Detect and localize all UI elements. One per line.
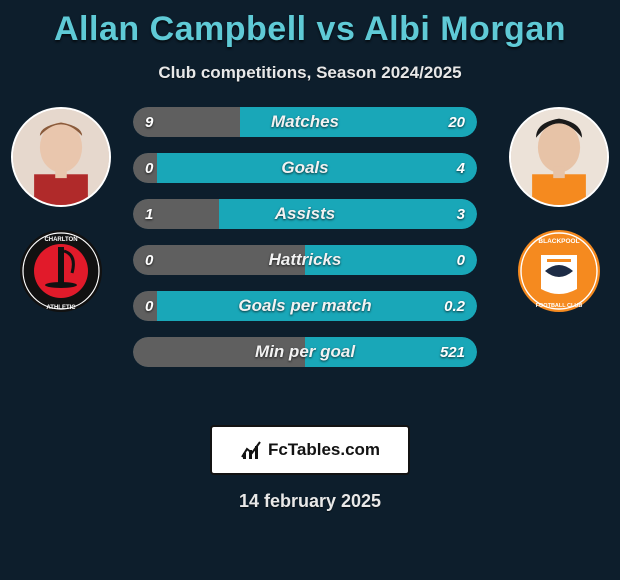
player1-club-badge: CHARLTON ATHLETIC: [19, 229, 103, 313]
date-text: 14 february 2025: [0, 491, 620, 512]
left-column: CHARLTON ATHLETIC: [6, 107, 116, 313]
player2-avatar: [509, 107, 609, 207]
stat-label: Goals per match: [133, 291, 477, 321]
stat-row: 13Assists: [133, 199, 477, 229]
player1-avatar: [11, 107, 111, 207]
stat-label: Assists: [133, 199, 477, 229]
stat-label: Min per goal: [133, 337, 477, 367]
stat-label: Matches: [133, 107, 477, 137]
stat-label: Goals: [133, 153, 477, 183]
svg-text:FOOTBALL CLUB: FOOTBALL CLUB: [536, 303, 583, 309]
svg-text:BLACKPOOL: BLACKPOOL: [538, 238, 579, 245]
stat-row: 04Goals: [133, 153, 477, 183]
club-badge-icon: CHARLTON ATHLETIC: [19, 229, 103, 313]
right-column: BLACKPOOL FOOTBALL CLUB: [504, 107, 614, 313]
title-player1: Allan Campbell: [54, 10, 307, 48]
stat-label: Hattricks: [133, 245, 477, 275]
stat-row: 521Min per goal: [133, 337, 477, 367]
chart-icon: [240, 439, 262, 461]
person-icon: [13, 109, 109, 205]
brand-badge: FcTables.com: [210, 425, 410, 475]
stat-row: 00.2Goals per match: [133, 291, 477, 321]
subtitle: Club competitions, Season 2024/2025: [0, 63, 620, 83]
title-player2: Albi Morgan: [364, 10, 566, 48]
svg-text:CHARLTON: CHARLTON: [44, 237, 77, 243]
page-title: Allan Campbell vs Albi Morgan: [0, 0, 620, 49]
brand-text: FcTables.com: [268, 440, 380, 460]
brand-rest: Tables.com: [288, 440, 380, 459]
stat-row: 00Hattricks: [133, 245, 477, 275]
club-badge-icon: BLACKPOOL FOOTBALL CLUB: [517, 229, 601, 313]
title-vs: vs: [307, 10, 364, 48]
player2-club-badge: BLACKPOOL FOOTBALL CLUB: [517, 229, 601, 313]
person-icon: [511, 109, 607, 205]
comparison-content: CHARLTON ATHLETIC BLACKPOOL FOO: [0, 107, 620, 407]
svg-text:ATHLETIC: ATHLETIC: [46, 305, 76, 311]
stat-row: 920Matches: [133, 107, 477, 137]
stats-bars: 920Matches 04Goals 13Assists 00Hattricks 00.…: [133, 107, 477, 367]
brand-prefix: Fc: [268, 440, 288, 459]
